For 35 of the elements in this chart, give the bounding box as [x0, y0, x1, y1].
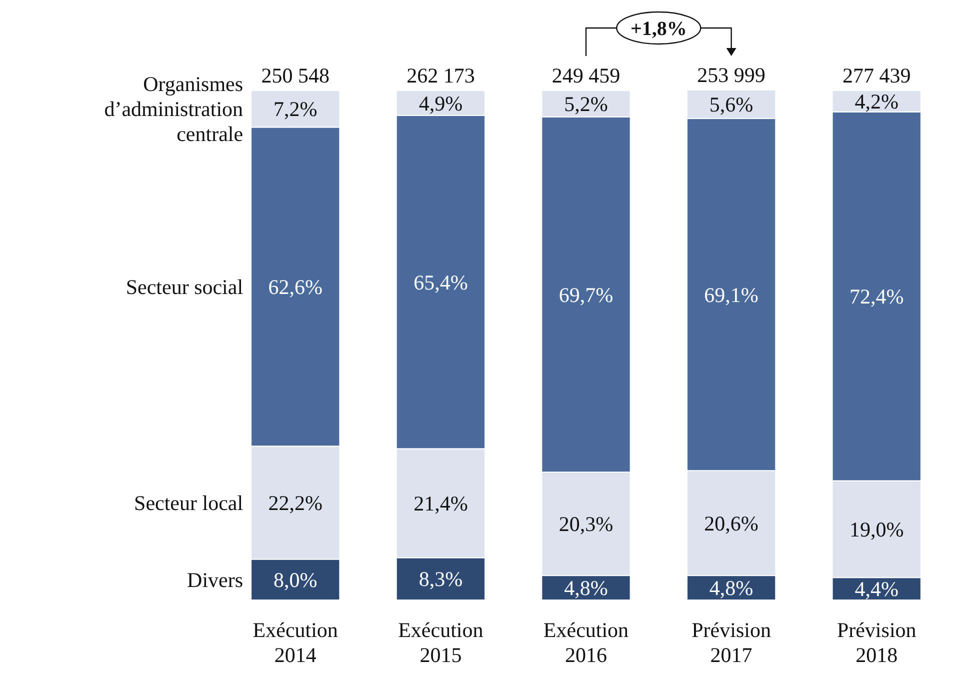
data-label: 7,2%: [274, 97, 318, 122]
data-label: 65,4%: [414, 270, 468, 294]
series-label: Organismes d’administration centrale: [104, 72, 244, 146]
x-tick-label: Exécution 2014: [252, 618, 338, 667]
series-label: Secteur local: [134, 491, 244, 516]
data-label: 4,2%: [854, 90, 898, 114]
x-tick-label: Prévision 2018: [836, 618, 917, 667]
x-tick-label: Prévision 2017: [692, 618, 772, 667]
text: 249 459: [552, 64, 620, 88]
text: 250 548: [261, 64, 330, 88]
data-label: 21,4%: [414, 492, 468, 516]
data-label: 62,6%: [268, 275, 323, 300]
data-label: 4,9%: [418, 91, 463, 116]
data-label: 69,7%: [558, 282, 614, 307]
data-label: 20,6%: [704, 511, 758, 536]
text: +1,8%: [630, 18, 687, 40]
data-label: 22,2%: [268, 491, 323, 516]
data-label: 20,3%: [558, 512, 614, 536]
data-label: 5,2%: [564, 92, 608, 116]
data-label: 8,3%: [418, 567, 463, 592]
x-tick-label: Exécution 2016: [543, 618, 630, 667]
series-label: Divers: [187, 568, 244, 592]
series-label: Secteur social: [126, 275, 244, 300]
data-label: 69,1%: [704, 282, 758, 307]
data-label: 4,4%: [854, 577, 898, 602]
data-label: 4,8%: [564, 576, 608, 600]
data-label: 19,0%: [849, 518, 904, 542]
data-label: 72,4%: [849, 284, 904, 309]
text: 262 173: [406, 64, 475, 88]
x-tick-label: Exécution 2015: [398, 618, 484, 667]
data-label: 4,8%: [709, 576, 754, 600]
text: 253 999: [697, 63, 766, 87]
text: 277 439: [842, 64, 911, 88]
data-label: 5,6%: [709, 92, 754, 117]
data-label: 8,0%: [274, 568, 318, 592]
